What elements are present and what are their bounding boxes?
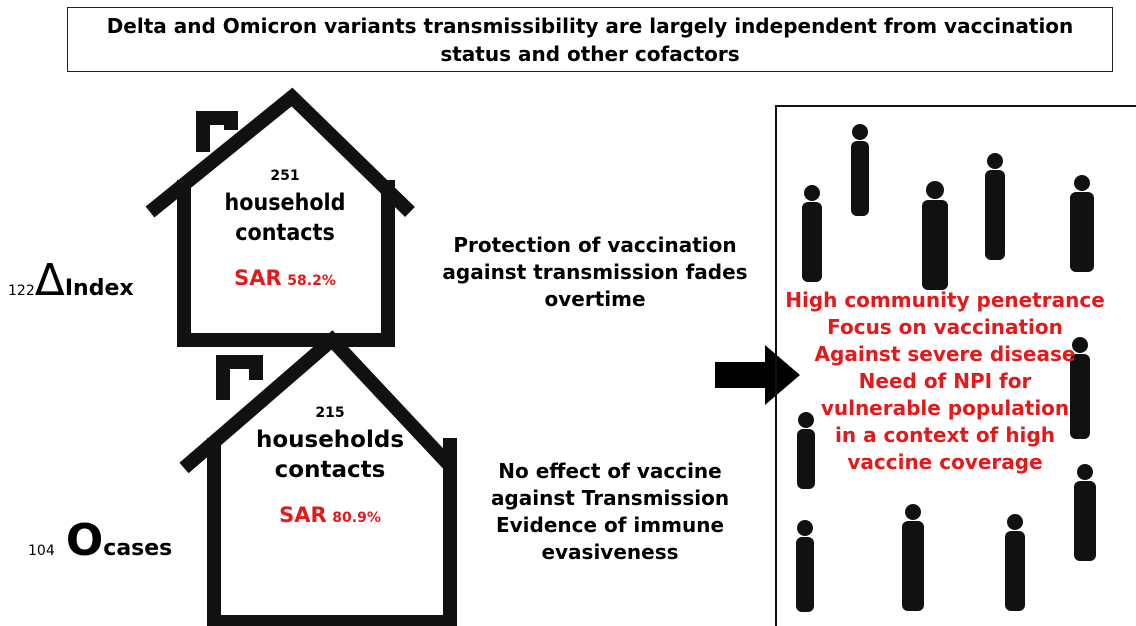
omicron-note: No effect of vaccine against Transmissio… [490, 459, 730, 564]
omicron-label: cases [103, 536, 173, 561]
omicron-sar-label: SAR [279, 503, 327, 527]
delta-contacts: 251 [270, 168, 300, 184]
delta-house-text: 251 household contacts SAR 58.2% [200, 168, 370, 290]
conclusion-line: Need of NPI for vulnerable population in… [820, 369, 1070, 474]
delta-contacts-label-text: household contacts [224, 190, 346, 246]
house-delta [145, 87, 415, 347]
omicron-contacts-label: households contacts [255, 427, 405, 483]
delta-symbol: Δ [34, 255, 65, 306]
omicron-contacts: 215 [315, 405, 345, 421]
conclusion: High community penetrance Focus on vacci… [785, 287, 1105, 476]
omicron-symbol: O [65, 515, 104, 566]
omicron-sar: 80.9% [332, 510, 381, 526]
omicron-house-text: 215 households contacts SAR 80.9% [225, 405, 435, 527]
arrow [715, 345, 800, 405]
delta-sar: 58.2% [287, 273, 336, 289]
conclusion-box [775, 105, 1136, 626]
title: Delta and Omicron variants transmissibil… [67, 7, 1113, 72]
delta-index: 122ΔIndex [8, 255, 134, 306]
delta-count: 122 [8, 283, 35, 299]
delta-sar-label: SAR [234, 266, 282, 290]
house-omicron [179, 330, 458, 626]
delta-note: Protection of vaccination against transm… [442, 233, 748, 311]
conclusion-line: High community penetrance [785, 288, 1105, 312]
conclusion-line: Focus on vaccination [827, 315, 1063, 339]
delta-contacts-label: household contacts [200, 188, 370, 248]
omicron-count: 104 [28, 543, 55, 559]
omicron-index: 104 Ocases [28, 515, 172, 566]
silhouettes [796, 124, 1096, 612]
conclusion-line: Against severe disease [814, 342, 1076, 366]
delta-label: Index [64, 276, 134, 301]
